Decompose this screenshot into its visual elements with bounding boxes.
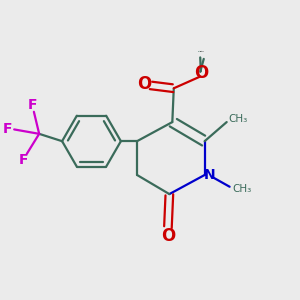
Text: O: O [195, 64, 209, 82]
Text: CH₃: CH₃ [232, 184, 251, 194]
Text: F: F [19, 153, 28, 167]
Text: CH₃: CH₃ [228, 114, 248, 124]
Text: methyl: methyl [198, 50, 203, 52]
Text: O: O [161, 227, 175, 245]
Text: N: N [204, 168, 216, 182]
Text: O: O [137, 75, 151, 93]
Text: methyl: methyl [200, 50, 205, 52]
Text: F: F [28, 98, 37, 112]
Text: F: F [3, 122, 13, 136]
